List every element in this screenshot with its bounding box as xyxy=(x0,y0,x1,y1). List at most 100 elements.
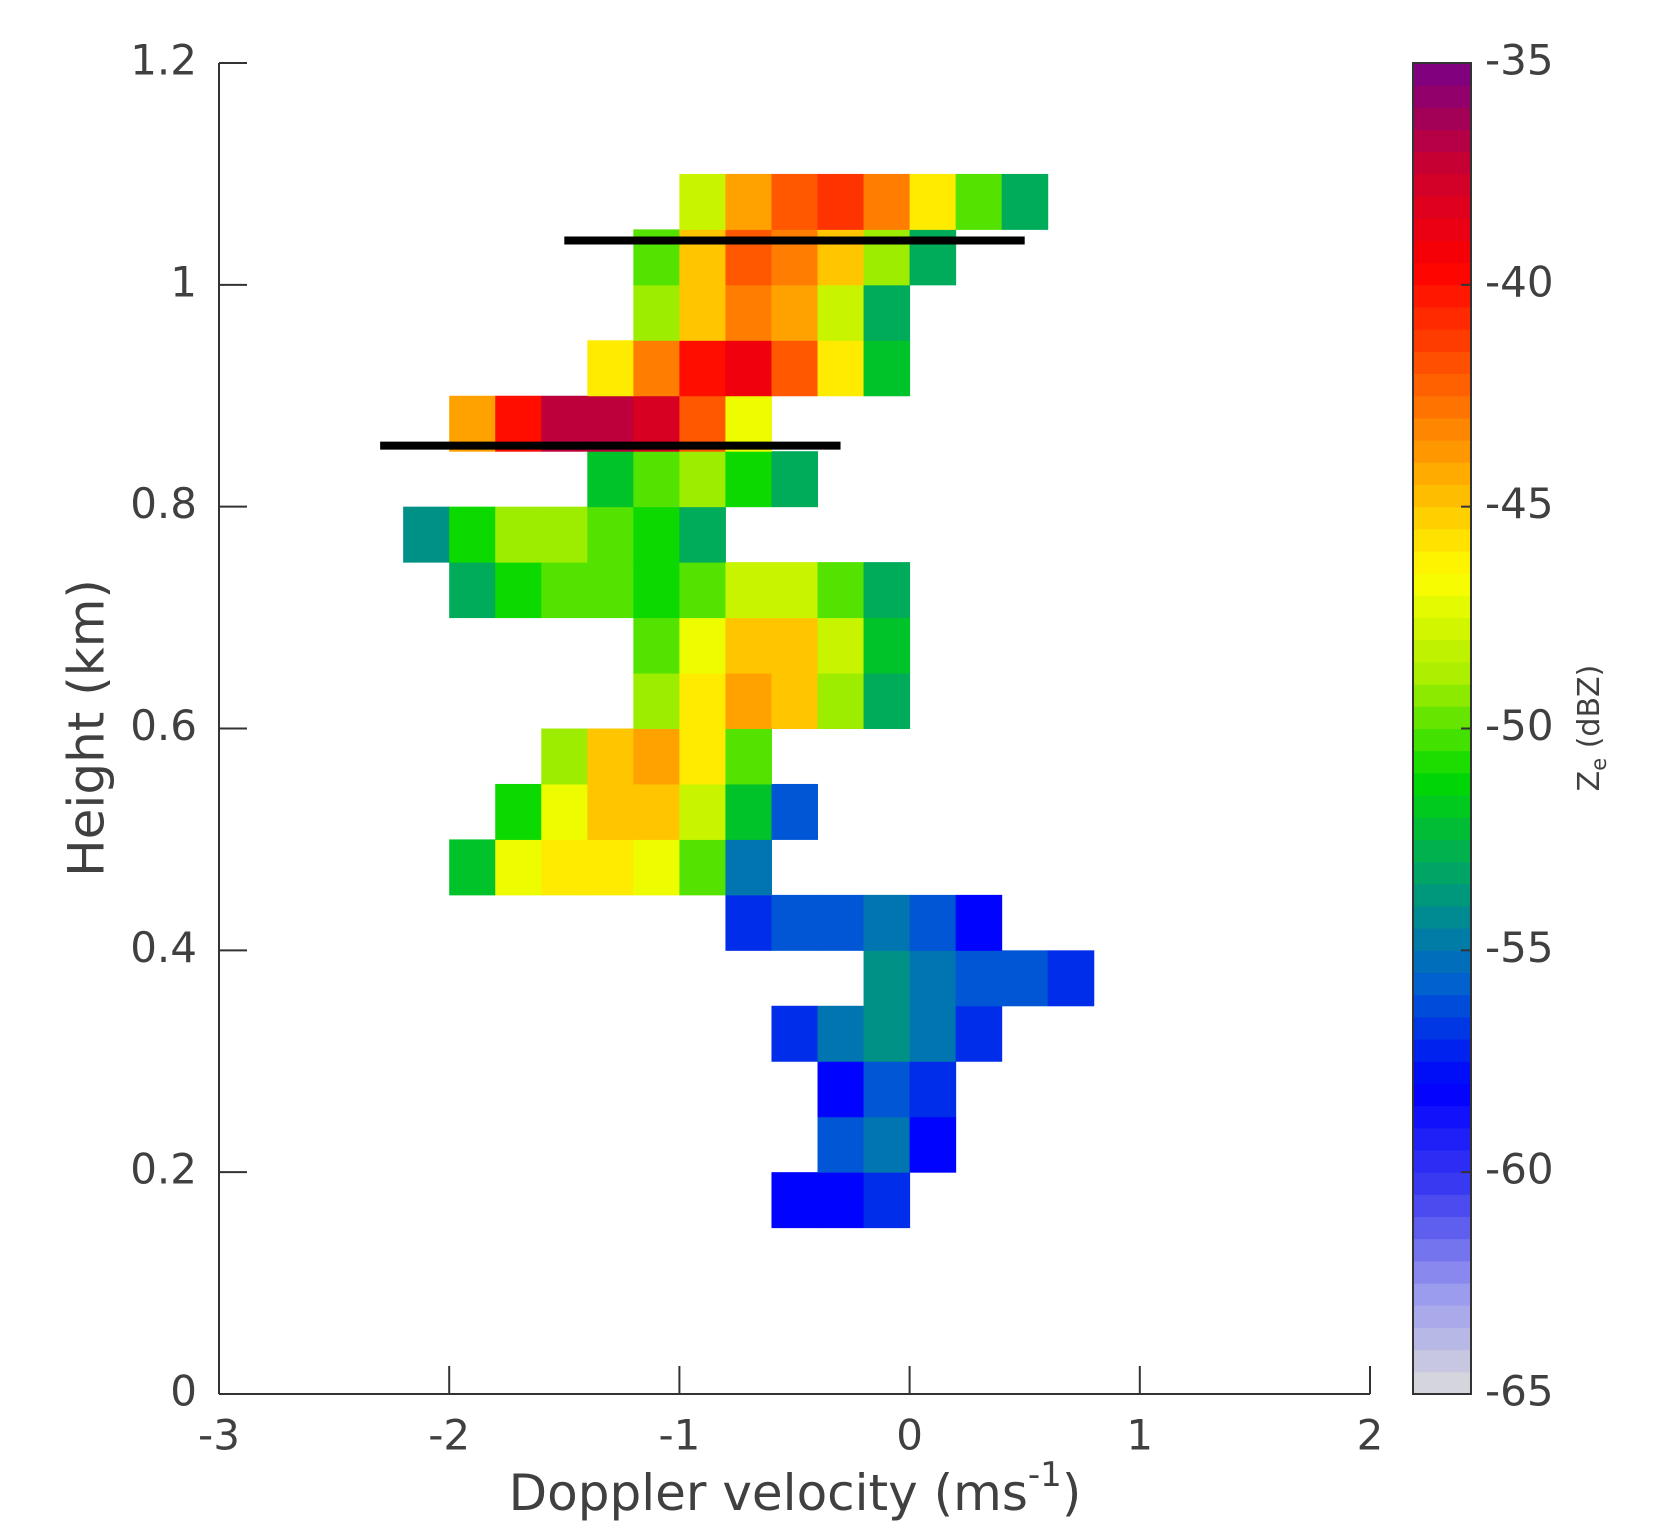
colorbar-swatch xyxy=(1413,1371,1471,1395)
heatmap-cell xyxy=(725,284,772,341)
heatmap-cell xyxy=(909,1061,957,1118)
colorbar-swatch xyxy=(1413,1216,1471,1240)
colorbar-swatch xyxy=(1413,551,1471,574)
heatmap-cell xyxy=(449,506,496,563)
colorbar-swatch xyxy=(1413,1283,1471,1306)
colorbar-swatch xyxy=(1413,661,1471,685)
heatmap-cell xyxy=(725,173,772,230)
colorbar-swatch xyxy=(1413,1238,1471,1262)
x-tick-label: -3 xyxy=(198,1411,240,1460)
colorbar-swatch xyxy=(1413,506,1471,530)
heatmap-cell xyxy=(725,673,772,729)
colorbar-swatch xyxy=(1413,440,1471,463)
colorbar-swatch xyxy=(1413,1327,1471,1351)
heatmap-cell xyxy=(771,783,819,840)
heatmap-cell xyxy=(863,1061,911,1118)
colorbar-tick-label: -35 xyxy=(1485,36,1554,85)
colorbar-swatch xyxy=(1413,839,1471,863)
heatmap-cell xyxy=(725,562,772,619)
heatmap-cell xyxy=(909,894,957,951)
colorbar-swatch xyxy=(1413,728,1471,752)
heatmap-cell xyxy=(449,562,496,619)
colorbar-swatch xyxy=(1413,307,1471,330)
heatmap-cell xyxy=(771,340,819,397)
heatmap-cell xyxy=(863,950,911,1007)
heatmap-cell xyxy=(817,340,865,397)
colorbar-swatch xyxy=(1413,63,1471,86)
colorbar-swatch xyxy=(1413,240,1471,264)
colorbar-tick-label: -40 xyxy=(1485,257,1554,306)
x-tick-label: 0 xyxy=(896,1411,923,1460)
heatmap-cell xyxy=(541,839,588,896)
heatmap-cell xyxy=(679,728,726,785)
heatmap-cell xyxy=(495,839,542,896)
heatmap-cell xyxy=(725,839,772,896)
heatmap-cell xyxy=(679,617,726,674)
heatmap-cell xyxy=(863,173,911,230)
colorbar-swatch xyxy=(1413,1016,1471,1040)
colorbar-swatch xyxy=(1413,284,1471,308)
colorbar-label-unit: (dBZ) xyxy=(1572,665,1607,758)
heatmap-cell xyxy=(955,950,1003,1007)
heatmap-cell xyxy=(679,839,726,896)
y-axis-label: Height (km) xyxy=(58,579,116,877)
heatmap-cell xyxy=(817,1172,865,1229)
heatmap-cell xyxy=(1047,950,1095,1007)
heatmap-cell xyxy=(817,284,865,341)
heatmap-cell xyxy=(633,284,680,341)
heatmap-cell xyxy=(449,839,496,896)
heatmap-cell xyxy=(863,284,911,341)
heatmap-cell xyxy=(1001,950,1049,1007)
colorbar-swatch xyxy=(1413,329,1471,352)
colorbar-swatch xyxy=(1413,1083,1471,1107)
heatmap-cell xyxy=(679,284,726,341)
heatmap-cell xyxy=(541,783,588,840)
x-tick-label: -2 xyxy=(428,1411,470,1460)
colorbar-swatch xyxy=(1413,528,1471,552)
heatmap-cell xyxy=(771,1005,819,1062)
colorbar-swatch xyxy=(1413,950,1471,974)
heatmap-cell xyxy=(771,173,819,230)
colorbar-swatch xyxy=(1413,795,1471,818)
colorbar-swatch xyxy=(1413,262,1471,286)
colorbar-swatch xyxy=(1413,1260,1471,1284)
y-tick-label: 0.6 xyxy=(130,701,197,750)
heatmap-cell xyxy=(725,894,772,951)
colorbar-swatch xyxy=(1413,994,1471,1018)
colorbar-tick-label: -65 xyxy=(1485,1367,1554,1416)
colorbar-swatch xyxy=(1413,395,1471,419)
heatmap-cell xyxy=(541,562,588,619)
x-tick-label: 1 xyxy=(1126,1411,1153,1460)
heatmap-cell xyxy=(771,451,819,508)
x-label-sup: -1 xyxy=(1028,1455,1062,1495)
heatmap-cell xyxy=(495,783,542,840)
heatmap-cell xyxy=(863,562,911,619)
colorbar-swatch xyxy=(1413,573,1471,596)
colorbar-swatch xyxy=(1413,351,1471,375)
heatmap-cell xyxy=(633,783,680,840)
heatmap-cell xyxy=(587,506,634,563)
heatmap-cell xyxy=(817,1005,865,1062)
colorbar-swatch xyxy=(1413,817,1471,840)
colorbar-tick-label: -55 xyxy=(1485,923,1554,972)
colorbar-tick-label: -50 xyxy=(1485,701,1554,750)
heatmap-cell xyxy=(587,728,634,785)
colorbar-swatch xyxy=(1413,129,1471,153)
colorbar-swatch xyxy=(1413,639,1471,663)
heatmap-cell xyxy=(771,617,819,674)
heatmap-cell xyxy=(817,673,865,729)
heatmap-cell xyxy=(633,506,680,563)
colorbar-swatch xyxy=(1413,417,1471,441)
x-axis-label: Doppler velocity (ms-1) xyxy=(509,1455,1082,1522)
colorbar-swatch xyxy=(1413,883,1471,907)
heatmap-cell xyxy=(817,894,865,951)
heatmap-cell xyxy=(725,451,772,508)
heatmap-cell xyxy=(771,284,819,341)
colorbar-tick-label: -60 xyxy=(1485,1145,1554,1194)
colorbar-swatch xyxy=(1413,1172,1471,1195)
colorbar-swatch xyxy=(1413,107,1471,131)
colorbar-swatch xyxy=(1413,173,1471,197)
heatmap-cell xyxy=(863,894,911,951)
colorbar-label-text: Z xyxy=(1572,771,1607,792)
